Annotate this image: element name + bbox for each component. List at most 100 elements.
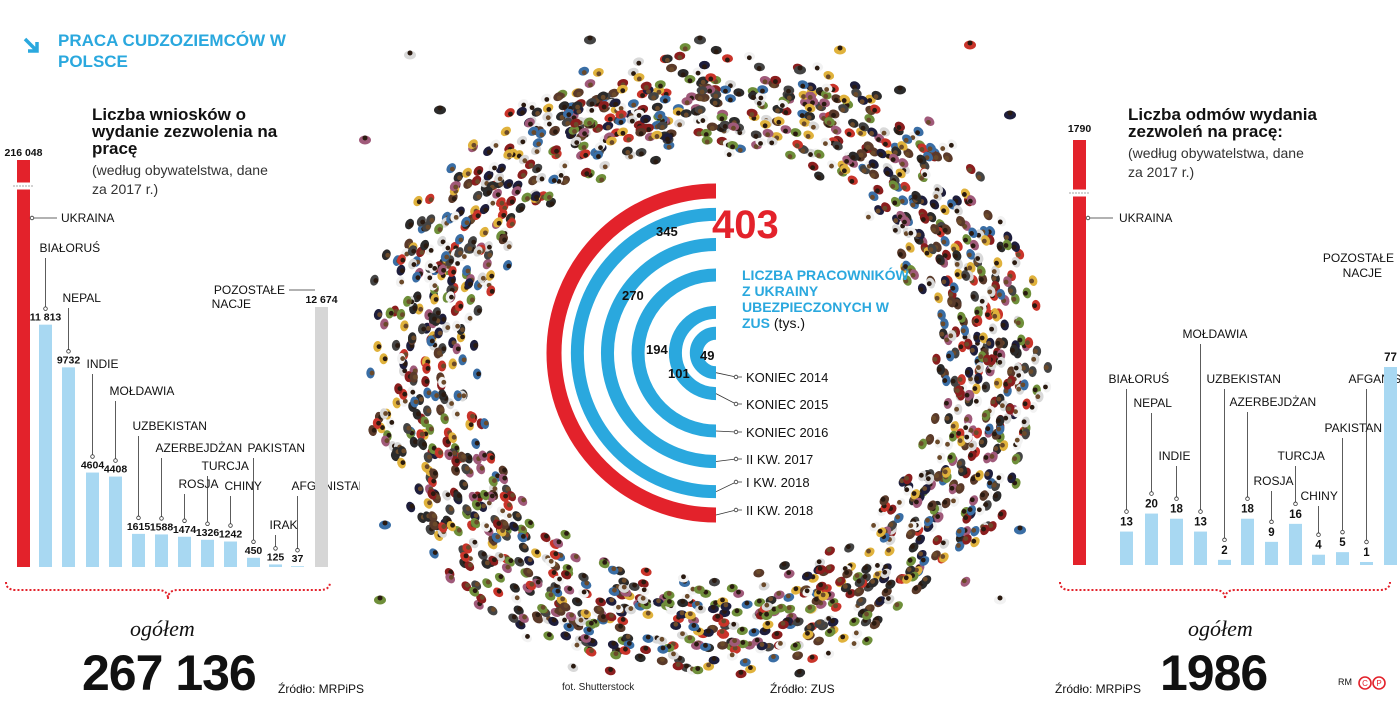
bar-value-label: 16 [1289, 509, 1302, 521]
person-head [427, 500, 432, 506]
person-head [991, 276, 997, 281]
person-head [957, 460, 963, 466]
person-figure [703, 662, 715, 671]
person-figure [962, 234, 972, 245]
total-brace [1059, 581, 1391, 600]
person-figure [944, 439, 954, 451]
bar-rosja [1265, 541, 1278, 565]
person-figure [924, 116, 935, 126]
category-label: ROSJA [1254, 474, 1294, 488]
person-head [449, 401, 454, 406]
leader-dot [1149, 491, 1154, 496]
person-head [724, 57, 730, 63]
bar-value-label: 9 [1268, 527, 1274, 539]
leader-dot [1293, 501, 1298, 507]
value-403-label: 403 [712, 203, 779, 247]
bar-value-label: 13 [1120, 517, 1133, 529]
bar-mołdawia [1194, 531, 1207, 565]
bar-value-label: 2 [1221, 545, 1227, 557]
photo-credit: fot. Shutterstock [562, 682, 635, 693]
bar-value-label: 13 [1194, 517, 1207, 529]
period-label: KONIEC 2016 [746, 425, 828, 440]
right-source: Źródło: MRPiPS [1055, 682, 1142, 696]
bar-pozostałe-nacje [1384, 367, 1397, 565]
leader-dot [733, 479, 739, 485]
person-head [631, 71, 636, 76]
leader-dot [733, 507, 739, 513]
person-head [395, 400, 401, 406]
person-head [964, 416, 970, 422]
author-initials: RM [1338, 677, 1352, 687]
leader-dot [1364, 539, 1369, 545]
person-head [505, 486, 511, 492]
period-label: I KW. 2018 [746, 475, 810, 490]
person-head [926, 119, 931, 125]
person-figure [627, 67, 639, 77]
person-figure [379, 353, 388, 365]
person-figure [930, 413, 940, 424]
leader-dot [1124, 509, 1129, 514]
person-figure [722, 54, 733, 63]
period-label: II KW. 2018 [746, 503, 813, 518]
leader-dot [733, 429, 739, 435]
arc-value-label: 345 [656, 224, 678, 239]
category-label: AZERBEJDŻAN [1230, 395, 1317, 409]
category-label: NEPAL [1134, 396, 1173, 410]
bar-value-label: 18 [1241, 504, 1254, 516]
publisher-logo-icon: C P [1358, 676, 1386, 690]
category-label: BIAŁORUŚ [1109, 371, 1170, 386]
person-head [870, 173, 876, 178]
leader-dot [1269, 519, 1274, 525]
bar-value-label: 1 [1363, 547, 1370, 559]
leader-dot [1222, 537, 1227, 543]
person-figure [997, 215, 1007, 227]
arc-value-label: 49 [700, 348, 714, 363]
person-head [611, 92, 617, 97]
category-label: INDIE [1159, 449, 1191, 463]
category-label: UZBEKISTAN [1207, 372, 1281, 386]
category-label: UKRAINA [1119, 211, 1172, 225]
person-head [987, 480, 993, 486]
bar-pakistan [1336, 552, 1349, 565]
person-head [589, 108, 595, 113]
category-label: MOŁDAWIA [1183, 327, 1248, 341]
category-label: PAKISTAN [1325, 421, 1383, 435]
period-label: KONIEC 2014 [746, 370, 828, 385]
person-figure [674, 51, 686, 61]
right-total-caption: ogółem [1188, 616, 1253, 641]
person-head [628, 154, 633, 160]
person-figure [517, 169, 528, 180]
person-head [571, 663, 576, 669]
person-figure [423, 498, 433, 509]
person-figure [496, 163, 506, 174]
bar-chiny [1312, 554, 1325, 565]
bar-value-label: 4 [1315, 540, 1322, 552]
person-figure [726, 583, 738, 593]
person-head [983, 455, 989, 460]
bar-ukraina [1073, 140, 1086, 565]
person-figure [790, 128, 802, 137]
person-head [852, 84, 857, 90]
category-label: POZOSTAŁE [1323, 251, 1394, 265]
bar-value-label: 77 [1384, 352, 1397, 364]
person-head [477, 169, 482, 175]
person-head [729, 584, 735, 590]
zus-title: LICZBA PRACOWNIKÓW Z UKRAINY UBEZPIECZON… [742, 267, 912, 331]
person-head [546, 121, 552, 127]
person-head [502, 205, 508, 211]
person-figure [392, 397, 402, 409]
center-source: Źródło: ZUS [770, 682, 835, 696]
bar-azerbejdżan [1241, 518, 1254, 565]
category-label: NACJE [1343, 266, 1382, 280]
zus-unit: (tys.) [773, 315, 805, 331]
person-head [997, 219, 1003, 225]
person-head [1011, 296, 1017, 302]
person-figure [780, 125, 792, 134]
person-figure [868, 169, 880, 180]
person-head [793, 131, 798, 137]
person-figure [406, 501, 416, 513]
person-figure [514, 557, 525, 567]
person-head [1015, 252, 1021, 258]
leader-dot [1198, 509, 1203, 514]
